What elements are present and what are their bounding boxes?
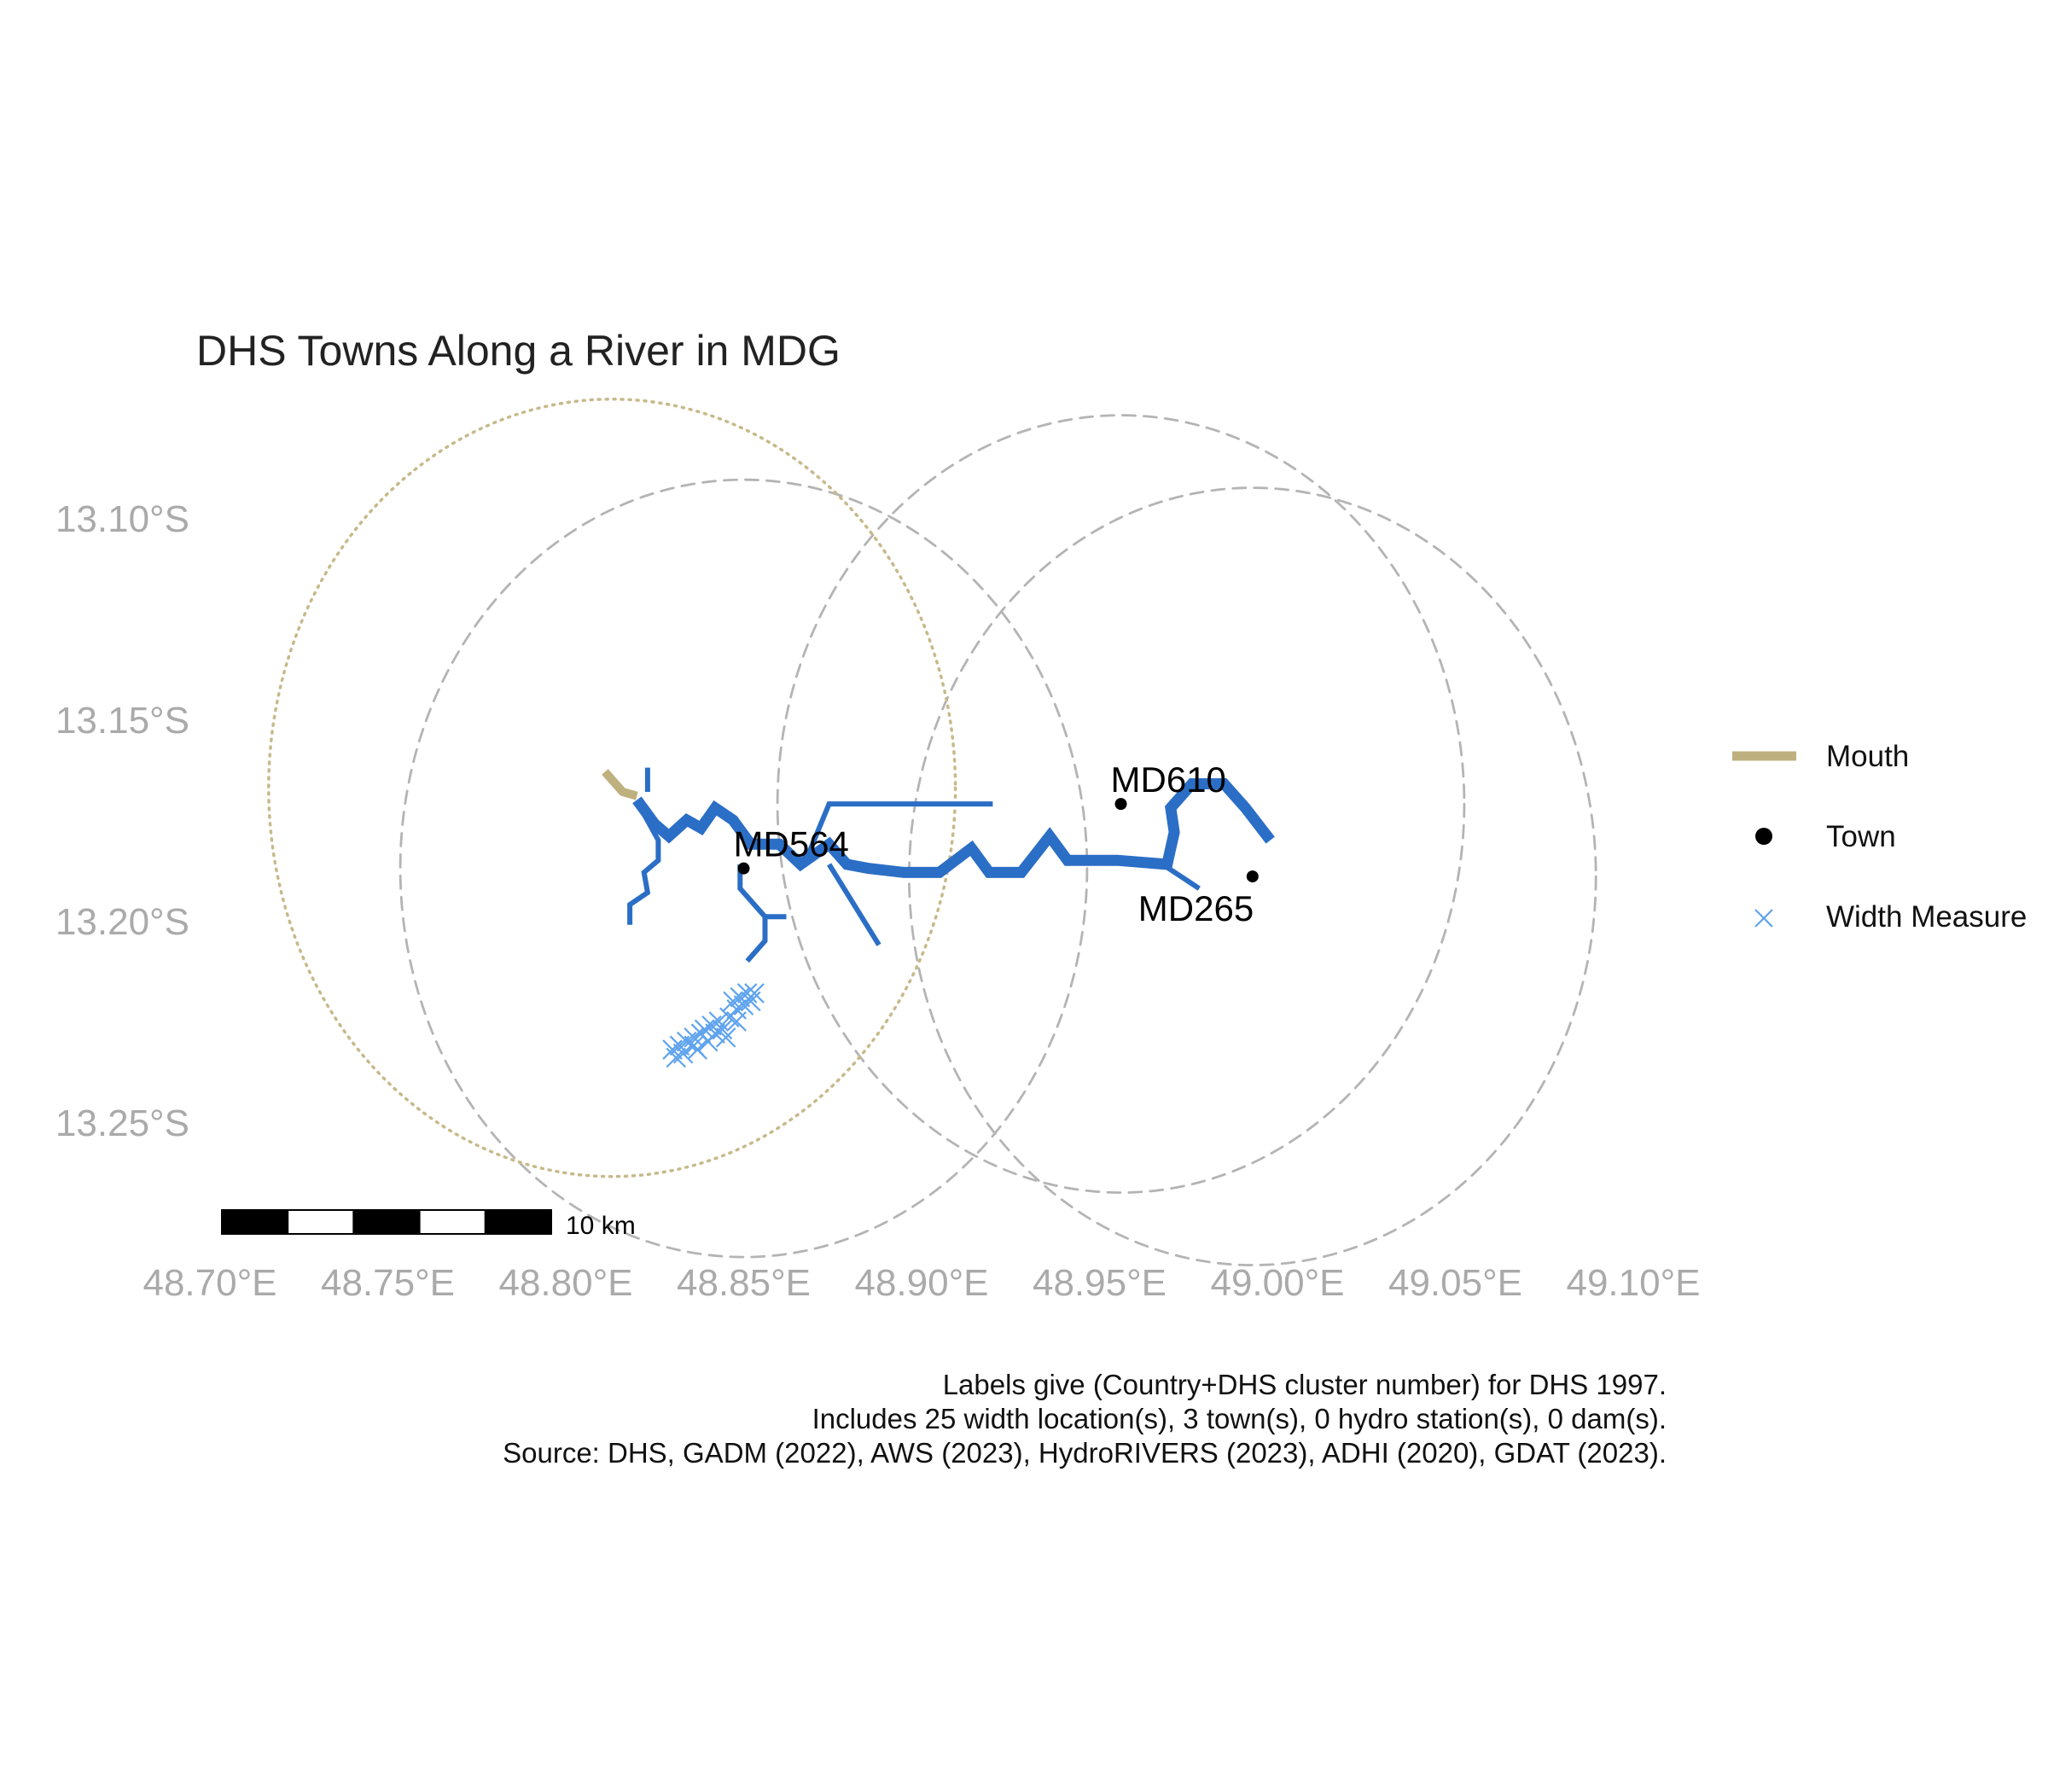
width-measure-20	[715, 1027, 736, 1048]
x-tick-label: 48.80°E	[498, 1262, 632, 1304]
width-measure-7-stroke-b	[672, 1043, 694, 1064]
scale-bar-segment-5	[484, 1209, 552, 1235]
width-measure-24-stroke-b	[666, 1047, 687, 1068]
legend-label-town: Town	[1826, 820, 1896, 853]
width-measure-18-stroke-b	[736, 983, 758, 1004]
y-tick-label: 13.15°S	[55, 700, 189, 742]
legend-width-cross	[1754, 909, 1773, 928]
width-measure-24	[666, 1047, 687, 1068]
town-buffer-circle-1	[399, 478, 1089, 1259]
caption-line-2: Includes 25 width location(s), 3 town(s)…	[812, 1403, 1667, 1434]
river-tributary-1	[801, 801, 993, 866]
town-point-md265	[1246, 870, 1259, 883]
x-tick-label: 49.10°E	[1566, 1262, 1700, 1304]
river-mouth	[602, 769, 638, 800]
town-label-md610: MD610	[1111, 759, 1226, 800]
width-measure-23-stroke-b	[687, 1039, 708, 1060]
town-buffer-circle-3	[908, 486, 1597, 1266]
x-tick-label: 48.90°E	[854, 1262, 988, 1304]
width-measures	[662, 983, 765, 1068]
width-measure-20-stroke-b	[715, 1027, 736, 1048]
y-tick-label: 13.20°S	[55, 901, 189, 943]
y-tick-label: 13.10°S	[55, 498, 189, 540]
width-measure-15-stroke-b	[733, 995, 754, 1015]
width-measure-1-stroke-b	[662, 1039, 683, 1060]
mouth-buffer-circle	[267, 398, 957, 1178]
x-tick-label: 48.85°E	[677, 1262, 811, 1304]
caption-line-3: Source: DHS, GADM (2022), AWS (2023), Hy…	[503, 1437, 1667, 1469]
width-measure-25	[726, 1011, 747, 1032]
width-measure-21	[694, 1019, 715, 1040]
towns: MD564 MD610 MD265	[734, 759, 1259, 928]
scale-bar-segment-2	[287, 1209, 355, 1235]
legend-label-mouth: Mouth	[1826, 740, 1909, 773]
legend-label-width-measure: Width Measure	[1826, 900, 2027, 934]
town-label-md265: MD265	[1138, 888, 1254, 928]
river-tributary-6	[737, 864, 768, 963]
town-point-md610	[1114, 798, 1127, 811]
width-measure-23	[687, 1039, 708, 1060]
width-measure-16	[723, 991, 743, 1012]
scale-bar-segment-4	[418, 1209, 486, 1235]
width-measure-3	[677, 1031, 697, 1052]
x-tick-label: 48.75°E	[321, 1262, 455, 1304]
river-network	[627, 767, 1275, 963]
legend: Mouth Town Width Measure	[1732, 740, 2027, 934]
width-measure-22-stroke-b	[741, 991, 761, 1012]
width-measure-17	[730, 986, 751, 1008]
width-measure-25-stroke-b	[726, 1011, 747, 1032]
scale-bar-segment-3	[352, 1209, 421, 1235]
river-tributary-3	[1155, 858, 1201, 891]
width-measure-11	[701, 1015, 722, 1036]
x-tick-label: 49.00°E	[1210, 1262, 1344, 1304]
x-axis-labels: 48.70°E 48.75°E 48.80°E 48.85°E 48.90°E 48.95…	[143, 1262, 1700, 1304]
legend-item-town: Town	[1755, 820, 1896, 853]
width-measure-3-stroke-b	[677, 1031, 697, 1052]
legend-item-width: Width Measure	[1754, 900, 2027, 934]
caption-line-1: Labels give (Country+DHS cluster number)…	[943, 1369, 1667, 1400]
river-main-channel	[632, 778, 1275, 878]
x-tick-label: 48.95°E	[1033, 1262, 1167, 1304]
scale-bar: 10 km	[221, 1209, 636, 1240]
mouth-segment	[602, 769, 638, 800]
scale-bar-label: 10 km	[566, 1212, 636, 1240]
width-measure-10-stroke-b	[712, 1019, 733, 1040]
width-measure-21-stroke-b	[694, 1019, 715, 1040]
legend-item-mouth: Mouth	[1732, 740, 1909, 773]
y-tick-label: 13.25°S	[55, 1103, 189, 1144]
legend-width-swatch	[1754, 909, 1773, 928]
legend-town-swatch	[1755, 828, 1772, 845]
width-measure-4-stroke-b	[684, 1027, 704, 1048]
width-measure-2-stroke-b	[669, 1035, 690, 1056]
width-measure-11-stroke-b	[701, 1015, 722, 1036]
x-tick-label: 49.05°E	[1388, 1262, 1522, 1304]
caption: Labels give (Country+DHS cluster number)…	[503, 1369, 1667, 1469]
y-axis-labels: 13.10°S 13.15°S 13.20°S 13.25°S	[55, 498, 189, 1144]
width-measure-16-stroke-b	[723, 991, 743, 1012]
width-measure-17-stroke-b	[730, 986, 751, 1008]
scale-bar-segment-1	[221, 1209, 289, 1235]
width-measure-22	[741, 991, 761, 1012]
legend-width-cross-stroke-b	[1754, 909, 1773, 928]
width-measure-4	[684, 1027, 704, 1048]
width-measure-12-stroke-b	[708, 1011, 730, 1032]
x-tick-label: 48.70°E	[143, 1262, 276, 1304]
town-point-md564	[737, 862, 750, 875]
width-measure-12	[708, 1011, 730, 1032]
width-measure-7	[672, 1043, 694, 1064]
width-measure-9-stroke-b	[705, 1023, 725, 1044]
town-buffer-circle-2	[776, 414, 1466, 1195]
river-tributary-2	[827, 863, 881, 946]
river-tributary-5	[627, 806, 661, 925]
buffer-circles	[267, 398, 1597, 1266]
town-label-md564: MD564	[734, 824, 849, 864]
map-title: DHS Towns Along a River in MDG	[196, 327, 841, 375]
